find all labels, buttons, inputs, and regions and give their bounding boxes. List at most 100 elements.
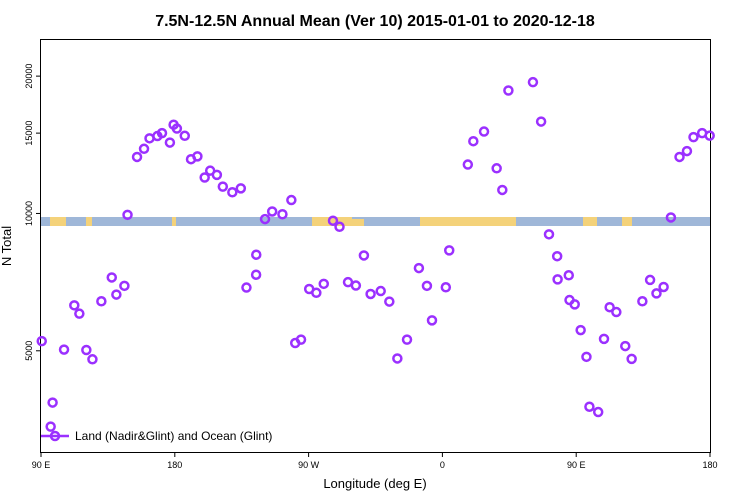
data-point [611,306,622,318]
data-point [527,76,539,88]
data-point [704,130,715,141]
data-point [334,221,345,233]
data-point [350,280,362,291]
y-tick-label: 10000 [24,201,34,226]
data-point [69,300,80,311]
data-point [295,334,307,345]
data-point [503,85,514,96]
data-point [251,249,262,260]
data-point [626,353,637,365]
data-point [286,194,297,206]
data-point [491,163,502,174]
data-point [468,135,479,147]
data-point [681,145,693,157]
data-point [241,282,252,293]
data-point [604,301,615,313]
data-point [156,127,168,139]
data-point [384,296,395,307]
x-axis: 90 E 180 90 W 0 90 E 180 [32,452,718,470]
chart-title: 7.5N-12.5N Annual Mean (Ver 10) 2015-01-… [155,13,595,30]
data-point [401,334,413,345]
data-point [658,281,669,293]
data-point [111,289,122,300]
data-point [119,280,130,292]
data-point [365,288,376,300]
data-point [47,397,58,408]
data-point [122,209,133,221]
data-point [96,296,107,307]
data-point [584,401,595,412]
data-point [131,151,143,163]
data-point [688,131,699,143]
x-tick-label: 90 E [567,460,586,470]
data-point [543,229,555,240]
data-point [644,274,656,286]
data-point [563,270,575,281]
data-point [497,184,508,196]
data-point [421,280,433,292]
data-point [358,250,370,261]
legend-marker [49,430,61,442]
data-points [36,76,715,432]
data-point [87,354,98,365]
data-point [440,282,452,293]
land-band [50,217,632,226]
data-point [217,181,229,192]
data-point [227,186,238,198]
data-point [598,333,610,345]
data-point [192,151,203,162]
data-point [392,353,403,364]
y-tick-label: 20000 [24,64,34,89]
x-tick-label: 180 [167,460,182,470]
data-point [413,262,425,274]
data-point [620,340,631,352]
x-tick-label: 0 [440,460,445,470]
data-point [235,183,247,194]
data-point [199,172,210,183]
data-point [106,272,118,283]
data-point [266,206,278,217]
data-point [164,137,176,148]
data-point [535,116,547,127]
data-point [171,123,183,134]
data-point [478,126,490,137]
data-point [443,245,455,256]
data-point [138,143,150,155]
data-point [581,351,592,363]
data-point [637,296,648,307]
data-point [58,344,70,355]
data-point [569,299,580,310]
data-point [592,406,604,418]
data-point [45,421,56,432]
x-axis-label: Longitude (deg E) [323,476,426,491]
data-point [74,308,85,319]
data-point [551,250,563,262]
y-axis: 5000 10000 15000 20000 [24,64,41,361]
data-point [179,130,191,142]
data-point [674,151,685,163]
data-point [665,212,677,223]
x-tick-label: 90 W [298,460,320,470]
data-point [651,288,662,299]
y-tick-label: 5000 [24,341,34,361]
y-axis-label: N Total [0,226,14,266]
data-point [250,269,262,280]
data-point [462,159,474,170]
data-point [375,285,386,297]
map-band [41,217,710,226]
data-point [575,324,586,336]
legend-label: Land (Nadir&Glint) and Ocean (Glint) [75,429,272,443]
data-point [259,213,271,225]
legend: Land (Nadir&Glint) and Ocean (Glint) [41,429,272,443]
data-point [311,287,322,299]
x-tick-label: 90 E [32,460,51,470]
data-point [211,169,223,181]
ocean-band [41,217,710,226]
data-point [81,344,92,356]
data-point [318,278,330,290]
data-point [36,335,47,347]
x-tick-label: 180 [702,460,717,470]
data-point [552,274,563,285]
data-point [277,209,288,220]
